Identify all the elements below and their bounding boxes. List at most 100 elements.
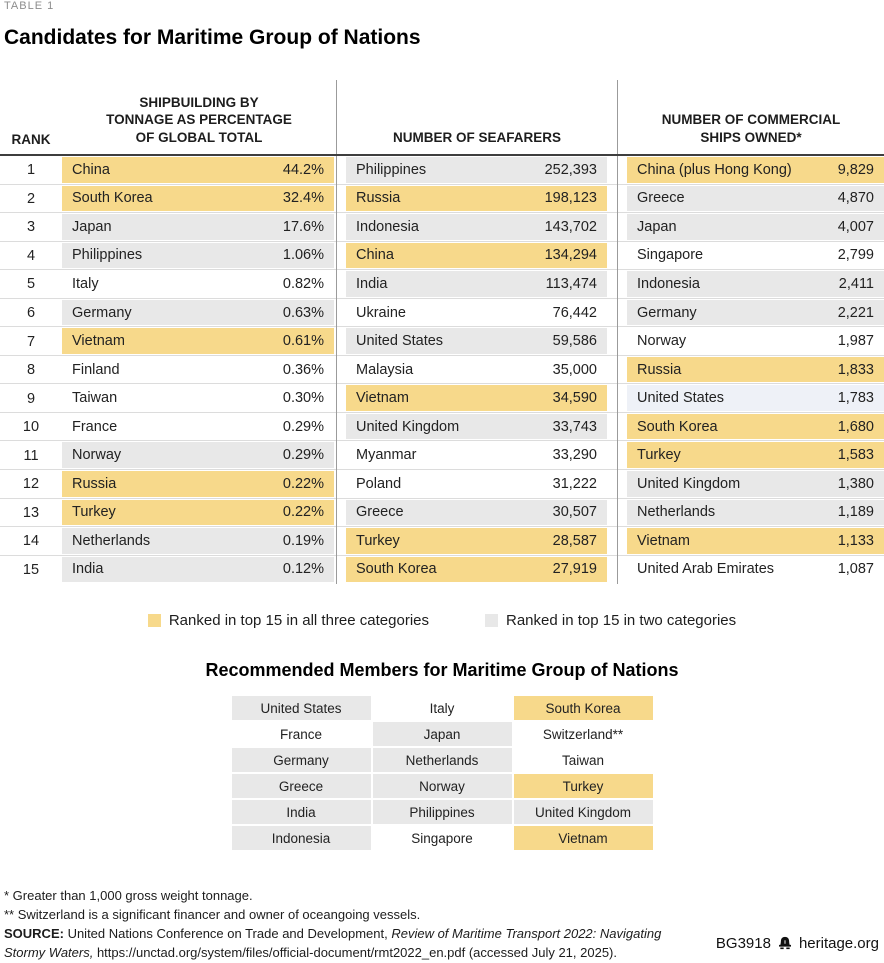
country-cell: Vietnam 34,590 xyxy=(346,385,607,411)
country-value: 0.63% xyxy=(282,304,324,321)
country-name: Myanmar xyxy=(356,447,417,464)
country-value: 0.82% xyxy=(282,275,324,292)
country-value: 17.6% xyxy=(282,218,324,235)
country-value: 0.19% xyxy=(282,532,324,549)
recommended-country: United States xyxy=(231,696,371,720)
country-cell: Italy 0.82% xyxy=(62,271,334,297)
country-cell: Finland 0.36% xyxy=(62,357,334,383)
country-name: United States xyxy=(356,333,444,350)
country-value: 44.2% xyxy=(282,161,324,178)
country-value: 0.22% xyxy=(282,475,324,492)
country-cell: China 44.2% xyxy=(62,157,334,183)
country-value: 0.29% xyxy=(282,418,324,435)
country-name: United Kingdom xyxy=(356,418,460,435)
table-row: 13 Turkey 0.22% xyxy=(0,499,336,528)
rank-cell: 2 xyxy=(26,190,36,207)
country-value: 0.61% xyxy=(282,333,324,350)
country-name: Netherlands xyxy=(637,504,716,521)
rank-cell: 12 xyxy=(22,476,40,493)
table-row: United States 1,783 xyxy=(618,384,884,413)
country-cell: Turkey 0.22% xyxy=(62,499,334,526)
country-value: 59,586 xyxy=(552,333,597,350)
recommended-country: Turkey xyxy=(513,774,653,798)
ships-owned-header: NUMBER OF COMMERCIAL SHIPS OWNED* xyxy=(661,112,841,146)
legend-two-label: Ranked in top 15 in two categories xyxy=(506,612,737,629)
rank-cell: 11 xyxy=(23,447,39,464)
country-name: Taiwan xyxy=(72,390,118,407)
country-value: 0.30% xyxy=(282,390,324,407)
country-value: 33,743 xyxy=(552,418,597,435)
country-name: Turkey xyxy=(356,532,400,549)
table-row: Indonesia 143,702 xyxy=(337,213,617,242)
recommended-country: Taiwan xyxy=(561,752,605,768)
country-cell: Taiwan 0.30% xyxy=(62,385,334,411)
country-name: Germany xyxy=(72,304,132,321)
country-name: Vietnam xyxy=(637,532,690,549)
country-value: 0.12% xyxy=(282,561,324,578)
rank-cell: 1 xyxy=(26,162,36,179)
source-tail: https://unctad.org/system/files/official… xyxy=(93,945,617,960)
country-cell: South Korea 32.4% xyxy=(62,185,334,212)
country-name: Philippines xyxy=(356,161,427,178)
country-cell: China (plus Hong Kong) 9,829 xyxy=(627,157,884,183)
country-value: 1.06% xyxy=(282,247,324,264)
shipbuilding-column: 1 China 44.2% 2 South Korea 32.4% 3 Japan 17.6% 4… xyxy=(0,156,336,584)
header-col-seafarers: NUMBER OF SEAFARERS xyxy=(336,80,617,154)
recommended-country: Philippines xyxy=(372,800,512,824)
country-name: Poland xyxy=(356,475,402,492)
recommended-country: Switzerland** xyxy=(542,726,624,742)
table-row: China (plus Hong Kong) 9,829 xyxy=(618,156,884,185)
rank-header: RANK xyxy=(11,132,51,147)
country-cell: Norway 1,987 xyxy=(627,328,884,354)
country-name: France xyxy=(72,418,118,435)
table-row: Vietnam 34,590 xyxy=(337,384,617,413)
country-value: 113,474 xyxy=(545,275,597,292)
country-value: 143,702 xyxy=(544,218,597,235)
table-row: Indonesia 2,411 xyxy=(618,270,884,299)
country-name: South Korea xyxy=(356,561,437,578)
table-row: Netherlands 1,189 xyxy=(618,499,884,528)
site-label: heritage.org xyxy=(798,935,879,952)
candidates-table: RANK SHIPBUILDING BY TONNAGE AS PERCENTAG… xyxy=(0,80,884,585)
source-italic-1: Review of Maritime Transport 2022: Navig… xyxy=(391,926,662,941)
rank-cell: 14 xyxy=(22,533,40,550)
country-cell: United Kingdom 1,380 xyxy=(627,471,884,497)
country-value: 1,833 xyxy=(837,361,874,378)
recommended-country: Greece xyxy=(231,774,371,798)
country-cell: Vietnam 0.61% xyxy=(62,328,334,354)
legend-item-two: Ranked in top 15 in two categories xyxy=(485,612,736,629)
country-cell: Russia 198,123 xyxy=(346,185,607,212)
table-row: Poland 31,222 xyxy=(337,470,617,499)
country-value: 1,189 xyxy=(837,504,874,521)
table-row: Germany 2,221 xyxy=(618,299,884,328)
table-row: 11 Norway 0.29% xyxy=(0,441,336,470)
country-value: 1,680 xyxy=(837,418,874,435)
country-cell: Netherlands 0.19% xyxy=(62,528,334,554)
country-name: Russia xyxy=(72,475,117,492)
recommended-country: United Kingdom xyxy=(513,800,653,824)
table-row: United Kingdom 1,380 xyxy=(618,470,884,499)
country-name: Philippines xyxy=(72,247,143,264)
country-value: 0.36% xyxy=(282,361,324,378)
header-col-shipbuilding: RANK SHIPBUILDING BY TONNAGE AS PERCENTAG… xyxy=(0,80,336,154)
country-value: 31,222 xyxy=(552,475,597,492)
recommended-country: Netherlands xyxy=(372,748,512,772)
country-cell: Myanmar 33,290 xyxy=(346,442,607,468)
country-value: 198,123 xyxy=(544,190,597,207)
country-name: Vietnam xyxy=(356,390,409,407)
country-value: 134,294 xyxy=(544,247,597,264)
table-row: Turkey 28,587 xyxy=(337,527,617,556)
country-name: China xyxy=(72,161,110,178)
table-row: Philippines 252,393 xyxy=(337,156,617,185)
footnotes: * Greater than 1,000 gross weight tonnag… xyxy=(4,886,661,962)
legend: Ranked in top 15 in all three categories… xyxy=(0,612,884,629)
country-name: United States xyxy=(637,390,725,407)
country-value: 76,442 xyxy=(552,304,597,321)
country-name: Japan xyxy=(72,218,112,235)
country-name: United Kingdom xyxy=(637,475,741,492)
header-col-ships: NUMBER OF COMMERCIAL SHIPS OWNED* xyxy=(617,80,884,154)
country-value: 28,587 xyxy=(552,532,597,549)
country-cell: Ukraine 76,442 xyxy=(346,300,607,326)
country-name: Malaysia xyxy=(356,361,414,378)
table-row: Ukraine 76,442 xyxy=(337,299,617,328)
